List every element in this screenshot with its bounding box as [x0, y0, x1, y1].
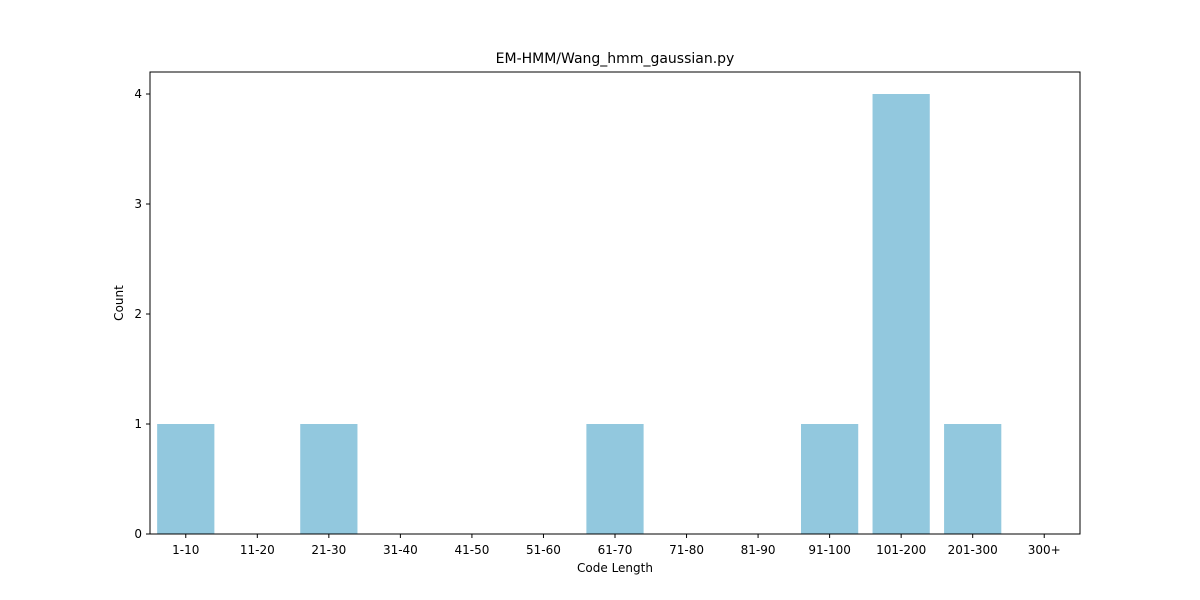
x-tick-label: 51-60	[526, 543, 561, 557]
y-tick-label: 1	[134, 417, 142, 431]
bar-201-300	[944, 424, 1001, 534]
x-tick-label: 101-200	[876, 543, 926, 557]
bar-61-70	[586, 424, 643, 534]
x-tick-label: 21-30	[311, 543, 346, 557]
y-tick-label: 2	[134, 307, 142, 321]
x-tick-label: 91-100	[808, 543, 851, 557]
x-tick-label: 61-70	[598, 543, 633, 557]
y-tick-label: 0	[134, 527, 142, 541]
y-tick-label: 3	[134, 197, 142, 211]
chart-title: EM-HMM/Wang_hmm_gaussian.py	[496, 51, 735, 67]
x-tick-label: 41-50	[454, 543, 489, 557]
x-axis-title: Code Length	[577, 561, 653, 575]
x-tick-label: 201-300	[948, 543, 998, 557]
bar-1-10	[157, 424, 214, 534]
bar-91-100	[801, 424, 858, 534]
x-tick-label: 81-90	[741, 543, 776, 557]
bar-101-200	[873, 94, 930, 534]
x-tick-label: 11-20	[240, 543, 275, 557]
bar-21-30	[300, 424, 357, 534]
y-tick-label: 4	[134, 87, 142, 101]
x-tick-label: 31-40	[383, 543, 418, 557]
x-tick-label: 71-80	[669, 543, 704, 557]
x-tick-label: 1-10	[172, 543, 199, 557]
y-axis-title: Count	[112, 285, 126, 321]
x-tick-label: 300+	[1028, 543, 1061, 557]
